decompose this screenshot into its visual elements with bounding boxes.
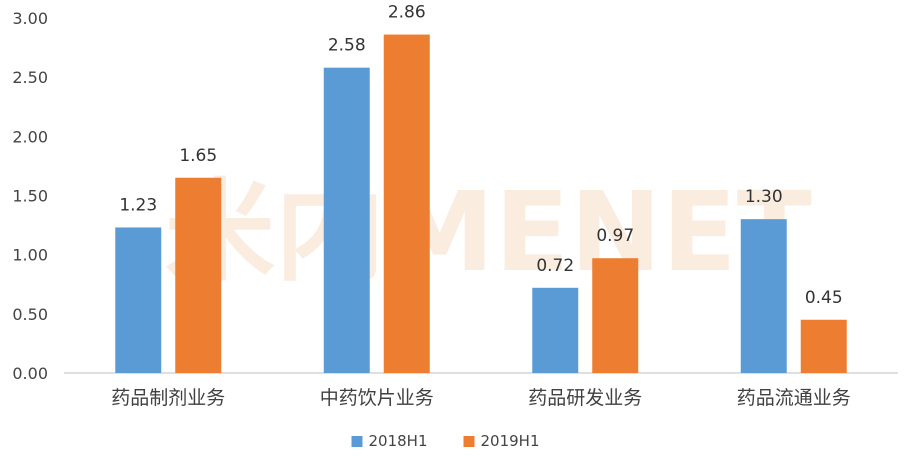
watermark: 米内MENET	[165, 168, 812, 296]
y-tick-label: 2.50	[12, 68, 48, 87]
bar-2018H1-3	[740, 219, 787, 373]
x-category-label: 中药饮片业务	[320, 387, 434, 409]
bar-2019H1-2	[592, 258, 639, 373]
y-tick-label: 1.50	[12, 187, 48, 206]
data-label: 1.23	[119, 195, 157, 215]
legend-label: 2019H1	[481, 432, 540, 450]
legend-swatch	[351, 436, 363, 447]
y-tick-label: 3.00	[12, 9, 48, 28]
data-label: 2.86	[388, 3, 426, 23]
bar-2019H1-3	[800, 319, 847, 373]
y-tick-label: 0.00	[12, 364, 48, 383]
bar-2019H1-0	[175, 177, 222, 373]
x-category-label: 药品制剂业务	[111, 387, 225, 409]
bars-layer	[115, 34, 847, 374]
bar-2019H1-1	[383, 34, 430, 374]
legend-swatch	[463, 436, 475, 447]
data-label: 0.97	[596, 226, 634, 246]
data-label: 0.72	[536, 256, 574, 276]
data-label: 1.30	[745, 187, 783, 207]
bar-2018H1-0	[115, 227, 162, 373]
data-label: 0.45	[805, 288, 843, 308]
x-category-label: 药品研发业务	[528, 387, 642, 409]
bar-2018H1-1	[323, 67, 370, 373]
y-tick-label: 0.50	[12, 305, 48, 324]
data-labels-layer: 1.23 2.58 0.72 1.30 1.65 2.86 0.97 0.45	[119, 3, 842, 308]
watermark-text: 米内MENET	[165, 168, 812, 296]
data-label: 2.58	[328, 36, 366, 56]
data-label: 1.65	[179, 146, 217, 166]
legend: 2018H1 2019H1	[351, 432, 540, 450]
legend-label: 2018H1	[369, 432, 428, 450]
y-tick-label: 1.00	[12, 246, 48, 265]
bar-2018H1-2	[532, 287, 579, 373]
y-tick-label: 2.00	[12, 127, 48, 146]
x-category-label: 药品流通业务	[737, 387, 851, 409]
